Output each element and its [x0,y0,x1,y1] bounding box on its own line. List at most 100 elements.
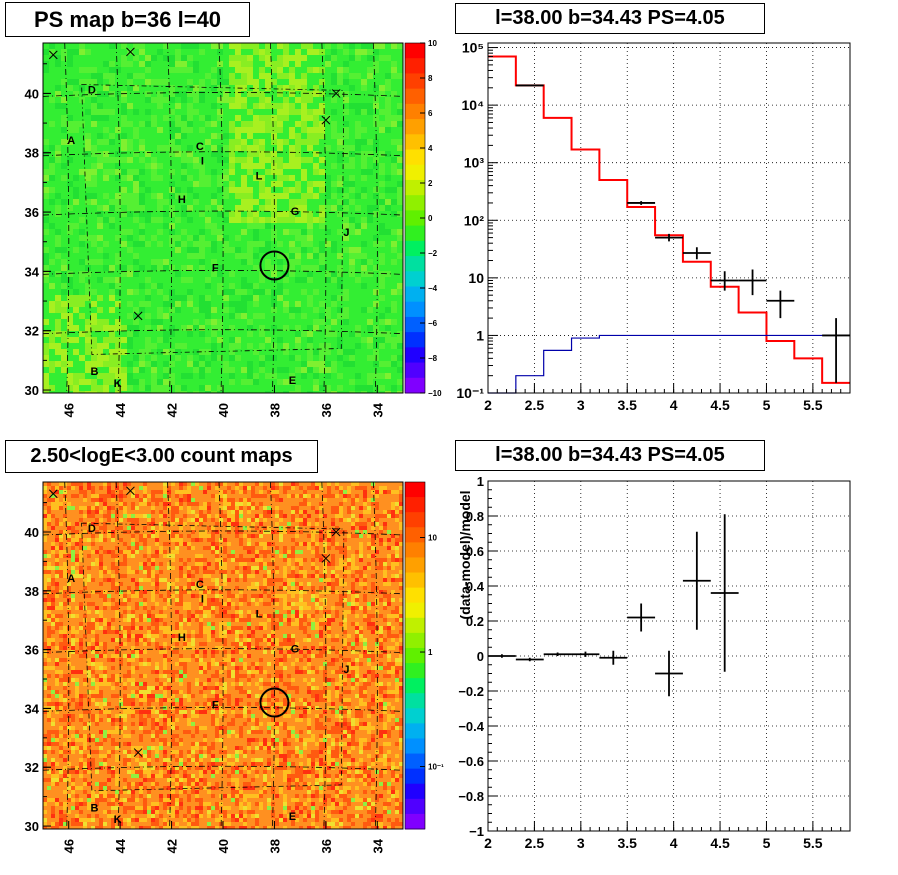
map-pixel [265,391,271,393]
map-pixel [127,229,133,235]
map-pixel [283,379,289,385]
map-pixel [343,670,347,674]
map-pixel [231,518,235,522]
map-pixel [343,193,349,199]
map-pixel [147,634,151,638]
map-pixel [307,514,311,518]
map-pixel [347,562,351,566]
map-pixel [291,678,295,682]
map-pixel [151,115,157,121]
map-pixel [373,349,379,355]
map-pixel [109,43,115,49]
map-pixel [271,650,275,654]
map-pixel [391,61,397,67]
map-pixel [43,710,47,714]
map-pixel [143,674,147,678]
map-pixel [219,714,223,718]
map-pixel [301,175,307,181]
map-pixel [351,598,355,602]
map-pixel [127,343,133,349]
x-tick-label: 2.5 [525,397,545,413]
map-pixel [215,598,219,602]
map-pixel [343,566,347,570]
map-pixel [199,590,203,594]
map-pixel [295,247,301,253]
map-pixel [283,277,289,283]
map-pixel [131,550,135,554]
map-pixel [397,229,403,235]
map-pixel [133,151,139,157]
map-pixel [215,554,219,558]
map-pixel [171,518,175,522]
map-pixel [85,319,91,325]
map-pixel [371,518,375,522]
map-pixel [319,622,323,626]
map-pixel [85,289,91,295]
map-pixel [229,355,235,361]
map-pixel [301,91,307,97]
map-pixel [303,678,307,682]
map-pixel [399,558,403,562]
map-pixel [199,181,205,187]
map-pixel [193,61,199,67]
map-pixel [55,502,59,506]
map-pixel [271,163,277,169]
map-pixel [43,169,49,175]
map-pixel [187,634,191,638]
map-pixel [179,590,183,594]
map-pixel [259,241,265,247]
map-pixel [253,79,259,85]
map-pixel [291,482,295,486]
map-pixel [301,199,307,205]
map-pixel [127,169,133,175]
map-pixel [373,85,379,91]
map-pixel [55,566,59,570]
map-pixel [391,690,395,694]
map-pixel [331,277,337,283]
map-pixel [91,626,95,630]
map-pixel [163,367,169,373]
map-pixel [147,522,151,526]
map-pixel [347,722,351,726]
map-pixel [217,229,223,235]
map-pixel [61,97,67,103]
map-pixel [133,259,139,265]
colorbar-band [405,73,425,90]
map-pixel [75,562,79,566]
map-pixel [55,670,59,674]
map-pixel [219,698,223,702]
map-pixel [151,385,157,391]
map-pixel [67,127,73,133]
map-pixel [205,223,211,229]
map-pixel [223,710,227,714]
map-pixel [167,542,171,546]
map-pixel [283,486,287,490]
map-pixel [217,97,223,103]
map-pixel [231,558,235,562]
map-pixel [193,307,199,313]
map-pixel [43,277,49,283]
map-pixel [49,121,55,127]
map-pixel [283,97,289,103]
map-pixel [291,702,295,706]
map-pixel [91,325,97,331]
map-pixel [191,574,195,578]
map-pixel [43,229,49,235]
map-pixel [259,482,263,486]
map-pixel [229,211,235,217]
map-pixel [199,331,205,337]
map-pixel [231,490,235,494]
map-pixel [151,490,155,494]
map-pixel [169,349,175,355]
map-pixel [367,726,371,730]
map-pixel [111,498,115,502]
map-pixel [391,634,395,638]
map-pixel [325,55,331,61]
map-pixel [253,253,259,259]
map-pixel [387,734,391,738]
map-pixel [71,550,75,554]
map-pixel [295,259,301,265]
map-pixel [111,562,115,566]
map-pixel [195,658,199,662]
map-pixel [131,514,135,518]
